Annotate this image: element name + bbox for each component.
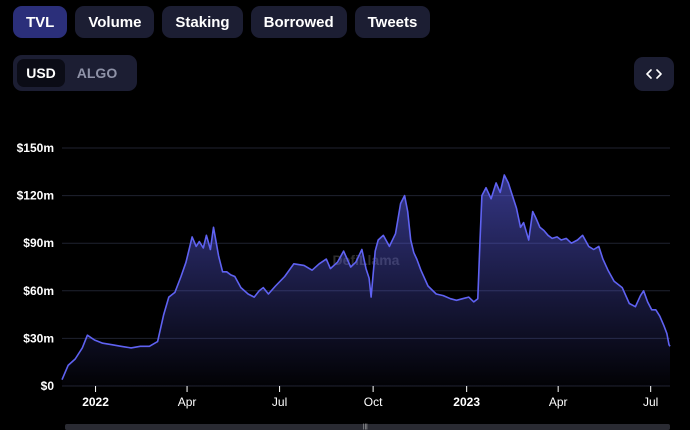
embed-button[interactable] (634, 57, 674, 91)
x-tick-label: Jul (643, 395, 658, 409)
y-tick-label: $150m (17, 141, 54, 155)
currency-usd-option[interactable]: USD (17, 59, 65, 87)
currency-algo-option[interactable]: ALGO (76, 65, 118, 81)
x-tick-label: Apr (178, 395, 197, 409)
tab-tweets[interactable]: Tweets (354, 6, 431, 38)
y-tick-label: $90m (23, 236, 54, 250)
y-tick-label: $30m (23, 331, 54, 345)
tab-staking[interactable]: Staking (162, 6, 243, 38)
tvl-line (61, 174, 671, 381)
y-tick-label: $0 (41, 379, 55, 393)
code-brackets-icon (646, 69, 662, 79)
x-tick-label: Apr (549, 395, 568, 409)
x-tick-label: 2022 (82, 395, 109, 409)
x-tick-label: Oct (364, 395, 383, 409)
scrollbar-grip-icon[interactable]: ||| (363, 424, 368, 430)
x-tick-label: 2023 (453, 395, 480, 409)
y-tick-label: $60m (23, 284, 54, 298)
chart-tabs: TVL Volume Staking Borrowed Tweets (13, 6, 431, 38)
y-tick-label: $120m (17, 189, 54, 203)
chart-range-scrollbar[interactable]: ||| (65, 424, 670, 430)
tab-volume[interactable]: Volume (75, 6, 155, 38)
tab-tvl[interactable]: TVL (13, 6, 68, 38)
tvl-area (62, 175, 670, 386)
x-tick-label: Jul (272, 395, 287, 409)
tab-borrowed[interactable]: Borrowed (250, 6, 347, 38)
currency-toggle: USD ALGO (13, 55, 137, 91)
